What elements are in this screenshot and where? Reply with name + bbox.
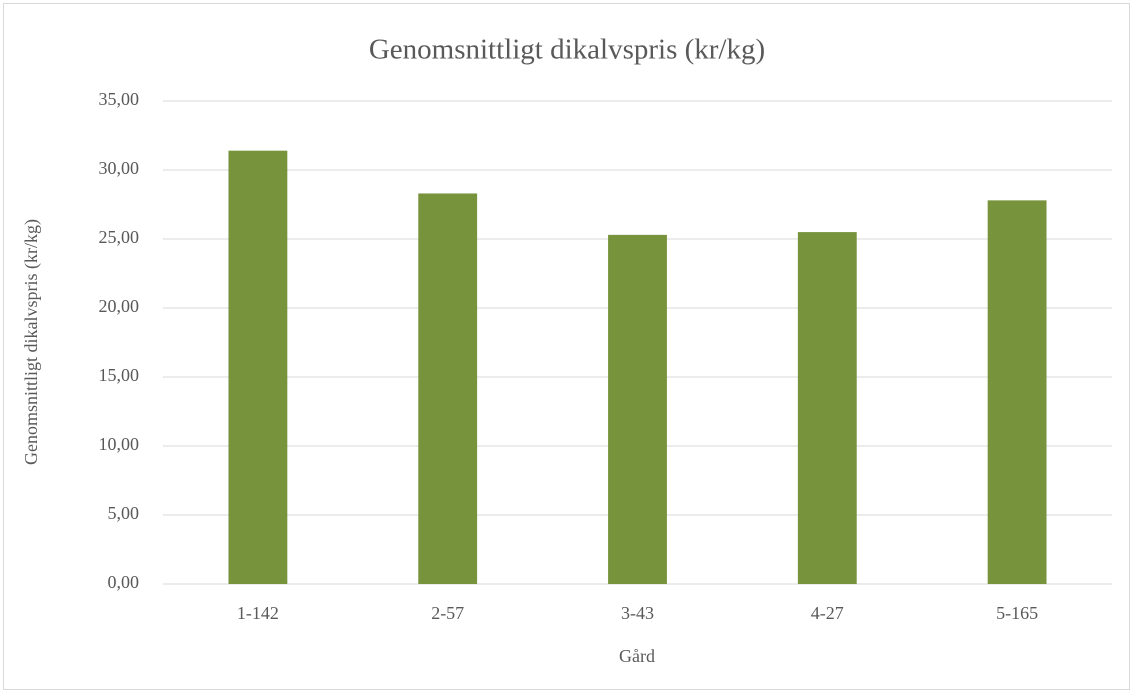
bar bbox=[418, 193, 478, 584]
x-tick-label: 1-142 bbox=[237, 603, 279, 623]
bar bbox=[608, 234, 667, 585]
bar bbox=[987, 200, 1047, 585]
x-tick-label: 3-43 bbox=[621, 603, 654, 623]
y-tick-label: 5,00 bbox=[108, 503, 140, 523]
x-tick-label: 5-165 bbox=[996, 603, 1038, 623]
x-tick-label: 4-27 bbox=[811, 603, 844, 623]
chart-frame bbox=[3, 3, 1130, 690]
y-tick-label: 35,00 bbox=[99, 89, 140, 109]
x-axis-label: Gård bbox=[619, 646, 655, 666]
x-tick-label: 2-57 bbox=[431, 603, 464, 623]
bar bbox=[228, 150, 288, 584]
y-tick-label: 30,00 bbox=[99, 158, 140, 178]
y-tick-label: 15,00 bbox=[99, 365, 140, 385]
y-axis-label: Genomsnittligt dikalvspris (kr/kg) bbox=[21, 219, 42, 465]
y-tick-label: 20,00 bbox=[99, 296, 140, 316]
y-tick-label: 25,00 bbox=[99, 227, 140, 247]
bar bbox=[797, 232, 857, 584]
chart-title: Genomsnittligt dikalvspris (kr/kg) bbox=[369, 34, 765, 66]
y-tick-label: 10,00 bbox=[99, 434, 140, 454]
y-tick-label: 0,00 bbox=[108, 572, 140, 592]
